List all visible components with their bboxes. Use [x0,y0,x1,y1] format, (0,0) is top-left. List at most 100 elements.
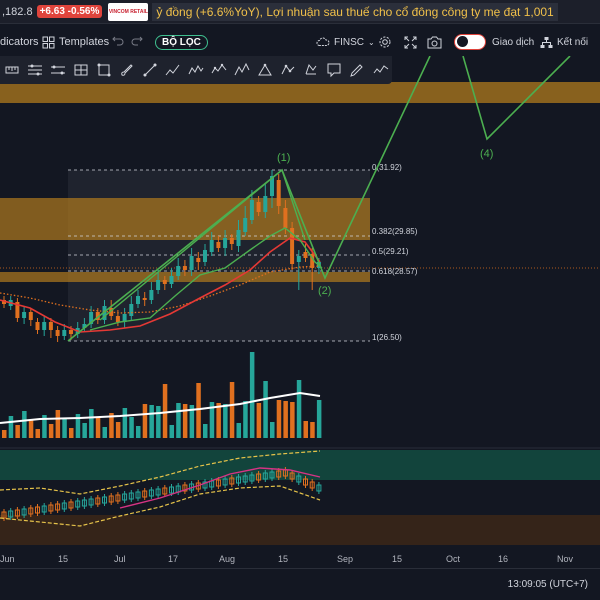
indicator-candle [242,475,248,483]
status-footer: 13:09:05 (UTC+7) [0,568,600,600]
zigzag-tool-button[interactable] [185,58,208,82]
indicator-zone-upper [0,450,600,480]
volume-bar [2,430,7,438]
rectangle-select-tool-button[interactable] [92,58,115,82]
triangle-tool-button[interactable] [254,58,277,82]
resistance-zone [0,82,600,103]
indicator-candle [115,494,121,502]
indicator-candle [135,491,141,499]
x-tick: Nov [557,554,574,564]
cloud-icon [316,37,330,46]
candle [189,256,194,270]
candle [149,290,154,300]
rectangle-tool-button[interactable] [69,58,92,82]
elliott-tool-button[interactable] [231,58,254,82]
demand-zone [0,272,370,282]
path-tool-button[interactable] [161,58,184,82]
wave-tool-button[interactable] [369,58,392,82]
candle [35,322,40,330]
candle [276,180,281,206]
indicator-candle [155,488,161,496]
indicator-candle [229,477,235,485]
trendline-tool-button[interactable] [138,58,161,82]
indicator-candle [276,470,282,478]
candle [223,238,228,248]
candle [290,228,295,264]
brush-tool-button[interactable] [115,58,138,82]
volume-bar [270,422,275,438]
svg-text:0.618(28.57): 0.618(28.57) [372,267,418,276]
candle [122,314,127,322]
horizontal-lines-tool-button[interactable] [23,58,46,82]
indicator-candle [68,501,74,509]
fullscreen-button[interactable] [404,32,417,52]
trade-toggle[interactable]: Giao dịch [454,32,534,52]
volume-bar [216,403,221,438]
candle [216,242,221,248]
note-tool-button[interactable] [323,58,346,82]
wave-icon [373,65,388,74]
volume-bars [2,352,322,438]
rectangle-select-icon [97,63,111,77]
candle [136,296,140,304]
indicator-candle [256,473,262,481]
volume-bar [95,418,101,438]
fib-label-0382: 0.382(29.85) [372,227,418,236]
screenshot-button[interactable] [427,32,442,52]
symbol-label: FINSC [334,36,364,48]
ma-dotted-orange [0,265,321,314]
volume-bar [243,401,248,438]
news-ticker-text[interactable]: ỷ đồng (+6.6%YoY), Lợi nhuận sau thuế ch… [152,2,558,21]
horizontal-ray-icon [50,65,65,75]
drawing-toolbar [0,56,392,84]
undo-button[interactable] [112,32,124,52]
volume-bar [256,403,262,438]
connect-button[interactable]: Kết nối [540,32,588,52]
candle [229,238,234,244]
price-chart[interactable]: 0(31.92) 0.382(29.85) 0.5(29.21) 0.618(2… [0,56,600,550]
pattern-tool-button[interactable] [208,58,231,82]
settings-button[interactable] [378,32,392,52]
volume-bar [189,405,195,438]
polyline-tool-button[interactable] [277,58,300,82]
pencil-tool-button[interactable] [346,58,369,82]
shapes-tool-button[interactable] [300,58,323,82]
volume-bar [310,422,315,438]
filter-button[interactable]: BỘ LỌC [155,32,208,52]
toggle-switch[interactable] [454,34,486,50]
volume-bar [290,402,295,438]
redo-button[interactable] [131,32,143,52]
redo-icon [131,36,143,46]
indicator-candle [296,475,302,483]
x-axis: Jun 15 Jul 17 Aug 15 Sep 15 Oct 16 Nov [0,552,600,568]
indicator-candle [102,496,107,504]
candle [2,300,6,304]
volume-bar [22,411,27,438]
indicator-band-lower [0,485,321,527]
indicator-candles [1,467,322,521]
volume-bar [55,410,61,438]
candlesticks [2,170,321,342]
volume-bar [115,422,121,438]
indicator-candle [202,481,208,489]
chevron-down-icon: ⌄ [368,37,375,47]
candle [48,322,53,330]
volume-bar [236,423,241,438]
candle [62,330,67,336]
volume-bar [316,400,322,438]
candle [22,312,27,318]
ruler-tool-button[interactable] [0,58,23,82]
ticker-bar: ,182.8 +6.63 -0.56% VINCOM RETAIL ỷ đồng… [0,0,600,24]
templates-button[interactable]: Templates [42,32,109,52]
horizontal-ray-tool-button[interactable] [46,58,69,82]
indicator-candle [262,472,268,480]
trade-label: Giao dịch [492,36,535,48]
indicator-candle [88,498,94,506]
symbol-selector[interactable]: FINSC ⌄ [316,32,375,52]
indicators-button[interactable]: dicators [0,32,39,52]
candle [203,250,207,262]
svg-text:0.5(29.21): 0.5(29.21) [372,247,409,256]
indicator-candle [182,484,188,492]
volume-bar [89,409,94,438]
x-tick: Sep [337,554,354,564]
